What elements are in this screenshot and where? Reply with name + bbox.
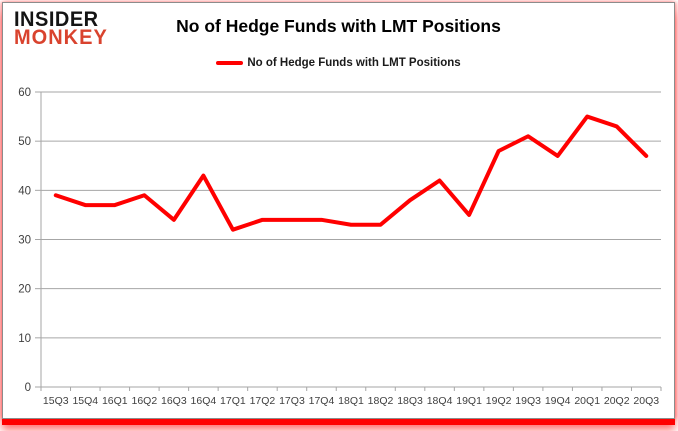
chart-legend: No of Hedge Funds with LMT Positions bbox=[3, 57, 674, 69]
x-tick-label: 18Q1 bbox=[338, 395, 364, 407]
x-tick-label: 18Q2 bbox=[368, 395, 394, 407]
x-tick-label: 17Q4 bbox=[309, 395, 335, 407]
x-tick-label: 20Q3 bbox=[633, 395, 659, 407]
x-tick-label: 17Q1 bbox=[220, 395, 246, 407]
legend-label: No of Hedge Funds with LMT Positions bbox=[247, 57, 461, 69]
x-tick-label: 20Q1 bbox=[574, 395, 600, 407]
y-tick-label: 20 bbox=[18, 284, 31, 296]
x-tick-label: 20Q2 bbox=[604, 395, 630, 407]
x-tick-label: 18Q3 bbox=[397, 395, 423, 407]
x-tick-label: 16Q2 bbox=[131, 395, 157, 407]
x-tick-label: 17Q3 bbox=[279, 395, 305, 407]
series-line bbox=[53, 114, 649, 232]
logo-line-monkey: MONKEY bbox=[14, 26, 108, 50]
y-tick-label: 0 bbox=[25, 382, 31, 394]
y-tick-label: 50 bbox=[18, 136, 31, 148]
x-tick-label: 16Q3 bbox=[161, 395, 187, 407]
x-tick-label: 17Q2 bbox=[250, 395, 276, 407]
logo-line-insider: INSIDER bbox=[14, 7, 99, 32]
insider-monkey-logo: INSIDER MONKEY bbox=[14, 7, 108, 50]
chart-card: INSIDER MONKEY No of Hedge Funds with LM… bbox=[2, 2, 675, 419]
x-tick-label: 16Q1 bbox=[102, 395, 128, 407]
x-tick-label: 15Q3 bbox=[43, 395, 69, 407]
x-tick-label: 16Q4 bbox=[191, 395, 217, 407]
y-tick-label: 40 bbox=[18, 185, 31, 197]
y-tick-label: 30 bbox=[18, 235, 31, 247]
x-tick-label: 19Q3 bbox=[515, 395, 541, 407]
chart-title: No of Hedge Funds with LMT Positions bbox=[176, 16, 501, 36]
x-tick-label: 19Q1 bbox=[456, 395, 482, 407]
y-tick-label: 10 bbox=[18, 333, 31, 345]
x-tick-label: 19Q2 bbox=[486, 395, 512, 407]
x-tick-label: 18Q4 bbox=[427, 395, 453, 407]
x-tick-label: 15Q4 bbox=[72, 395, 98, 407]
x-tick-label: 19Q4 bbox=[545, 395, 571, 407]
y-tick-label: 60 bbox=[18, 87, 31, 99]
legend-line-marker-icon bbox=[216, 61, 244, 65]
